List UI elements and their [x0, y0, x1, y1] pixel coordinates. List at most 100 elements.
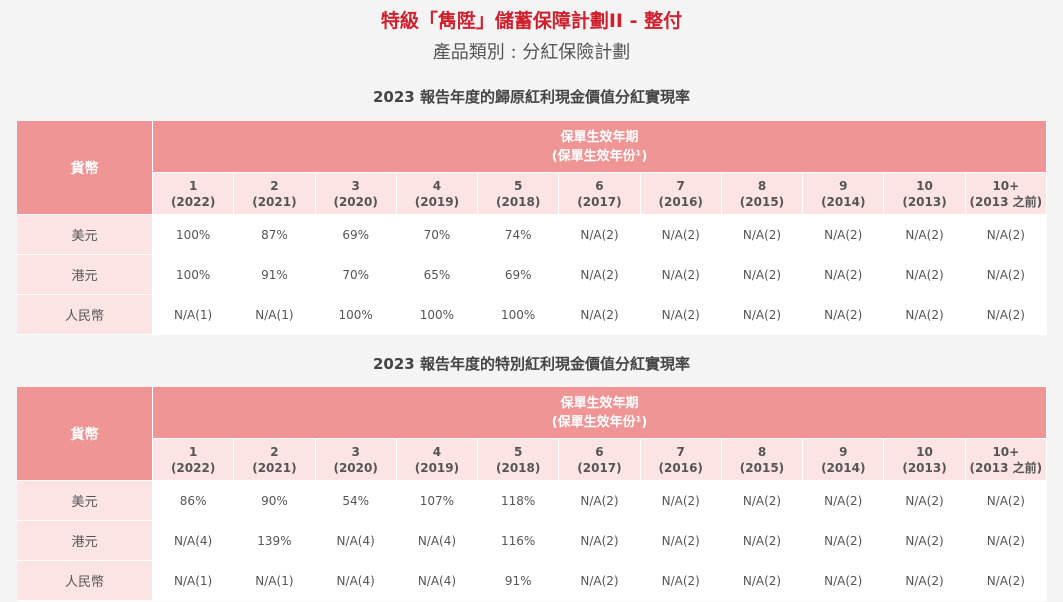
policy-issue-year: (2017) [577, 460, 622, 475]
rate-cell: N/A(4) [153, 521, 235, 561]
rate-cell: 91% [478, 561, 560, 601]
rate-cell: N/A(2) [640, 561, 722, 601]
policy-term-header-line1: 保單生效年期 [560, 395, 639, 411]
rate-cell: N/A(2) [803, 255, 885, 295]
policy-issue-year: (2014) [821, 194, 866, 209]
rate-cell: N/A(2) [884, 255, 966, 295]
year-column-header: 9 (2014) [803, 439, 885, 481]
policy-term-header: 保單生效年期 (保單生效年份¹) [153, 387, 1047, 439]
rate-cell: N/A(2) [884, 561, 966, 601]
rate-cell: N/A(2) [559, 295, 641, 335]
year-column-header: 4 (2019) [396, 173, 479, 215]
rate-cell: N/A(2) [721, 295, 804, 335]
rate-cell: 87% [234, 215, 316, 255]
rate-cell: N/A(1) [153, 295, 235, 335]
year-column-header: 2 (2021) [234, 439, 316, 481]
year-column-header: 10 (2013) [884, 173, 966, 215]
policy-year-number: 6 [595, 178, 604, 193]
policy-issue-year: (2020) [333, 460, 378, 475]
rate-cell: N/A(2) [884, 215, 966, 255]
page-subtitle: 產品類別 : 分紅保險計劃 [432, 42, 631, 63]
year-header-row: 1 (2022) 2 (2021) 3 (2020) 4 (2019) 5 (2018) 6 (201… [17, 173, 1047, 215]
policy-term-header-line2: (保單生效年份¹) [551, 148, 648, 164]
year-column-header: 10 (2013) [884, 439, 966, 481]
rate-cell: N/A(2) [721, 481, 804, 521]
rate-cell: N/A(2) [640, 521, 722, 561]
rate-cell: N/A(2) [884, 295, 966, 335]
policy-year-number: 5 [514, 178, 523, 193]
table2-title: 2023 報告年度的特別紅利現金價值分紅實現率 [373, 355, 690, 373]
policy-year-number: 8 [757, 178, 767, 193]
rate-cell: N/A(2) [721, 255, 804, 295]
rate-cell: N/A(2) [640, 481, 722, 521]
year-column-header: 5 (2018) [478, 439, 560, 481]
policy-term-header: 保單生效年期 (保單生效年份¹) [153, 121, 1047, 173]
rate-cell: 70% [315, 255, 397, 295]
year-column-header: 4 (2019) [396, 439, 479, 481]
year-column-header: 5 (2018) [478, 173, 560, 215]
rate-cell: 65% [396, 255, 479, 295]
rate-cell: N/A(4) [396, 561, 479, 601]
year-column-header: 10+ (2013 之前) [965, 173, 1047, 215]
policy-issue-year: (2021) [252, 194, 297, 209]
year-column-header: 2 (2021) [234, 173, 316, 215]
rate-cell: 100% [153, 215, 235, 255]
table-body: 美元 100% 87% 69% 70% 74% N/A(2) N/A(2) N/A(2) N/A(… [17, 215, 1047, 335]
policy-issue-year: (2020) [333, 194, 378, 209]
currency-cell: 美元 [17, 215, 153, 255]
rate-cell: N/A(2) [721, 521, 804, 561]
rate-cell: N/A(2) [884, 521, 966, 561]
rate-cell: N/A(2) [559, 521, 641, 561]
policy-year-number: 7 [676, 444, 685, 459]
year-column-header: 1 (2022) [153, 173, 235, 215]
table-row: 美元 86% 90% 54% 107% 118% N/A(2) N/A(2) N/A(2) N/A… [17, 481, 1047, 521]
policy-year-number: 2 [270, 178, 279, 193]
policy-issue-year: (2015) [739, 194, 785, 209]
rate-cell: N/A(2) [721, 215, 804, 255]
policy-year-number: 8 [757, 444, 767, 459]
rate-cell: 100% [315, 295, 397, 335]
rate-cell: 100% [396, 295, 479, 335]
rate-cell: N/A(2) [884, 481, 966, 521]
policy-issue-year: (2021) [252, 460, 297, 475]
policy-year-number: 10+ [992, 178, 1020, 193]
policy-year-number: 9 [839, 178, 848, 193]
rate-cell: 116% [478, 521, 560, 561]
year-column-header: 1 (2022) [153, 439, 235, 481]
policy-issue-year: (2018) [496, 460, 541, 475]
rate-cell: 100% [478, 295, 560, 335]
policy-term-header-line2: (保單生效年份¹) [551, 414, 648, 430]
policy-year-number: 6 [595, 444, 604, 459]
special-bonus-table: 貨幣 保單生效年期 (保單生效年份¹) 1 (2022) 2 (2021) 3 (2020… [17, 387, 1047, 601]
table1-title: 2023 報告年度的歸原紅利現金價值分紅實現率 [373, 88, 690, 106]
policy-year-number: 3 [351, 444, 360, 459]
year-column-header: 7 (2016) [640, 173, 722, 215]
policy-issue-year: (2018) [496, 194, 541, 209]
policy-year-number: 1 [188, 178, 198, 193]
rate-cell: 139% [234, 521, 316, 561]
rate-cell: 90% [234, 481, 316, 521]
rate-cell: N/A(2) [965, 255, 1047, 295]
rate-cell: 70% [396, 215, 479, 255]
policy-issue-year: (2016) [658, 194, 703, 209]
year-column-header: 8 (2015) [721, 173, 804, 215]
year-column-header: 3 (2020) [315, 173, 397, 215]
rate-cell: N/A(2) [803, 561, 885, 601]
policy-year-number: 10 [916, 444, 933, 459]
policy-year-number: 3 [351, 178, 360, 193]
policy-issue-year: (2016) [658, 460, 703, 475]
policy-term-header-line1: 保單生效年期 [560, 129, 639, 145]
policy-issue-year: (2017) [577, 194, 622, 209]
rate-cell: 91% [234, 255, 316, 295]
table-row: 美元 100% 87% 69% 70% 74% N/A(2) N/A(2) N/A(2) N/A(… [17, 215, 1047, 255]
rate-cell: N/A(2) [965, 295, 1047, 335]
page-title: 特級「雋陞」儲蓄保障計劃II - 整付 [380, 10, 683, 32]
year-column-header: 8 (2015) [721, 439, 804, 481]
currency-cell: 美元 [17, 481, 153, 521]
rate-cell: N/A(4) [315, 521, 397, 561]
currency-header: 貨幣 [17, 121, 153, 215]
rate-cell: N/A(2) [721, 561, 804, 601]
table-row: 港元 N/A(4) 139% N/A(4) N/A(4) 116% N/A(2) N/A(2)… [17, 521, 1047, 561]
policy-issue-year: (2013) [902, 194, 947, 209]
currency-cell: 港元 [17, 521, 153, 561]
